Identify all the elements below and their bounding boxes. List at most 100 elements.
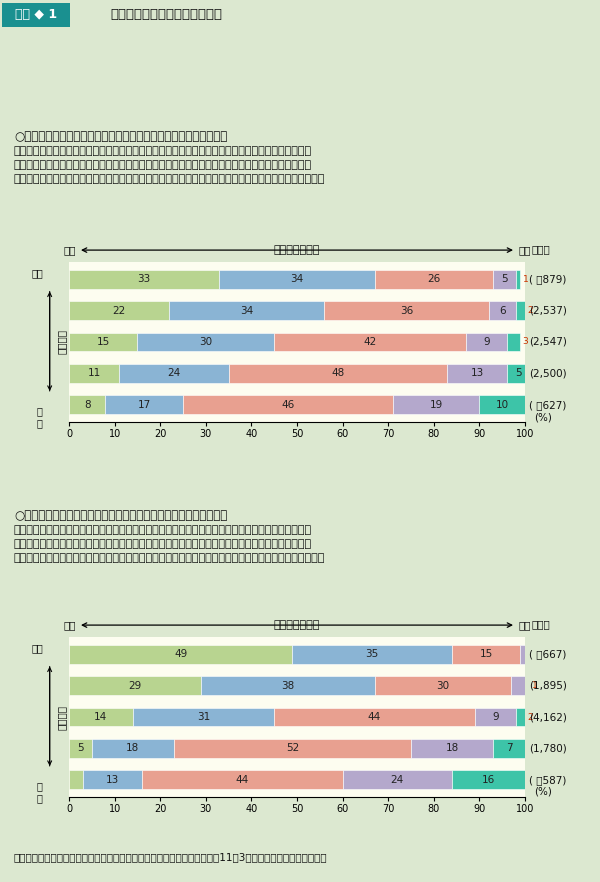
Text: 29: 29 [128,681,142,691]
Bar [475,707,516,727]
Text: 13: 13 [106,774,119,785]
Bar [325,302,488,320]
Text: ところ，「生活体験」が豊富な子どもほど，「道徳観・正義感」が身に付いている傾向が見受けられた。: ところ，「生活体験」が豊富な子どもほど，「道徳観・正義感」が身に付いている傾向が… [14,553,325,563]
Bar [488,302,516,320]
Bar [525,676,530,695]
Text: 9: 9 [492,712,499,722]
Bar [92,739,174,758]
Text: 自然体験: 自然体験 [57,705,67,729]
Text: 34: 34 [290,274,304,284]
Bar [201,676,374,695]
Text: ところ，「自然体験」が豊富な子どもほど，「道徳観・正義感」が身に付いている傾向が見受けられた。: ところ，「自然体験」が豊富な子どもほど，「道徳観・正義感」が身に付いている傾向が… [14,174,325,184]
Text: 2: 2 [527,713,533,721]
Bar [169,302,325,320]
Bar [119,364,229,383]
Text: (2,547): (2,547) [529,337,566,347]
Bar [516,707,525,727]
Bar [229,364,448,383]
Text: ( 　879): ( 879) [529,274,566,284]
Text: 49: 49 [174,649,187,659]
Text: 18: 18 [445,744,458,753]
Bar [374,676,511,695]
Bar [516,270,520,288]
Text: とをしていたら，やめさせる」等の道徳観・正義感の度合いを，それぞれ点数化してクロス集計した: とをしていたら，やめさせる」等の道徳観・正義感の度合いを，それぞれ点数化してクロ… [14,160,312,170]
Bar [479,395,525,415]
Text: ない: ない [518,245,530,255]
Text: 1: 1 [532,681,538,690]
Text: (4,162): (4,162) [529,712,566,722]
Text: (1,895): (1,895) [529,681,566,691]
Bar [452,645,520,663]
Bar [69,770,83,789]
Text: 体験活動と道徳性の発達の相関: 体験活動と道徳性の発達の相関 [110,9,222,21]
Bar [69,333,137,351]
Bar [516,302,525,320]
Text: (1,780): (1,780) [529,744,566,753]
Text: 5: 5 [501,274,508,284]
Text: 36: 36 [400,306,413,316]
Text: (%): (%) [534,412,552,422]
Bar [466,333,507,351]
Text: 44: 44 [236,774,249,785]
Bar [69,676,201,695]
Text: 16: 16 [482,774,495,785]
Text: 31: 31 [197,712,210,722]
Bar [69,302,169,320]
Bar [507,364,530,383]
Text: 13: 13 [470,369,484,378]
Bar [142,770,343,789]
Text: 1: 1 [523,275,529,284]
Text: 48: 48 [331,369,344,378]
Text: 14: 14 [94,712,107,722]
Bar [493,739,525,758]
Text: 24: 24 [391,774,404,785]
Text: ( 　587): ( 587) [529,774,566,785]
Bar [106,395,183,415]
Text: 11: 11 [88,369,101,378]
Bar [69,270,220,288]
Text: (2,500): (2,500) [529,369,566,378]
Text: 15: 15 [479,649,493,659]
Bar [133,707,274,727]
Bar [393,395,479,415]
Text: 10: 10 [496,400,509,410]
Bar [137,333,274,351]
Text: 7: 7 [506,744,512,753]
Text: （資料）「子どもの体験活動等に関するアンケート調査（抜粋）」（平成11年3月文部省（当時）委嘱調査）: （資料）「子どもの体験活動等に関するアンケート調査（抜粋）」（平成11年3月文部… [14,852,328,862]
Text: 道徳観・正義感: 道徳観・正義感 [274,620,320,630]
Text: 6: 6 [499,306,506,316]
Bar [374,270,493,288]
Text: とをしていたら，やめさせる」等の道徳観・正義感の度合いを，それぞれ点数化してクロス集計した: とをしていたら，やめさせる」等の道徳観・正義感の度合いを，それぞれ点数化してクロ… [14,539,312,549]
Bar [511,676,525,695]
Text: 34: 34 [240,306,253,316]
Text: 42: 42 [364,337,377,347]
Bar [69,707,133,727]
Text: 19: 19 [430,400,443,410]
Text: ある: ある [64,620,76,630]
Text: 33: 33 [137,274,151,284]
Bar [69,395,106,415]
Text: 8: 8 [84,400,91,410]
FancyBboxPatch shape [2,3,70,27]
Text: な
い: な い [37,407,43,428]
Text: ある: ある [31,267,43,278]
Text: 46: 46 [281,400,295,410]
Text: 自然体験: 自然体験 [57,330,67,355]
Bar [520,645,525,663]
Bar [183,395,393,415]
Text: 35: 35 [365,649,379,659]
Text: 道徳観・正義感: 道徳観・正義感 [274,245,320,255]
Text: 26: 26 [427,274,440,284]
Bar [493,270,516,288]
Bar [69,645,292,663]
Bar [274,333,466,351]
Text: ○生活体験が豊富な子どもほど，道徳観・正義感が身に付いている: ○生活体験が豊富な子どもほど，道徳観・正義感が身に付いている [14,509,227,522]
Text: 15: 15 [97,337,110,347]
Text: ある: ある [31,643,43,653]
Text: な
い: な い [37,781,43,803]
Bar [452,770,525,789]
Text: 24: 24 [167,369,181,378]
Text: 18: 18 [126,744,139,753]
Text: 5: 5 [515,369,521,378]
Text: 30: 30 [199,337,212,347]
